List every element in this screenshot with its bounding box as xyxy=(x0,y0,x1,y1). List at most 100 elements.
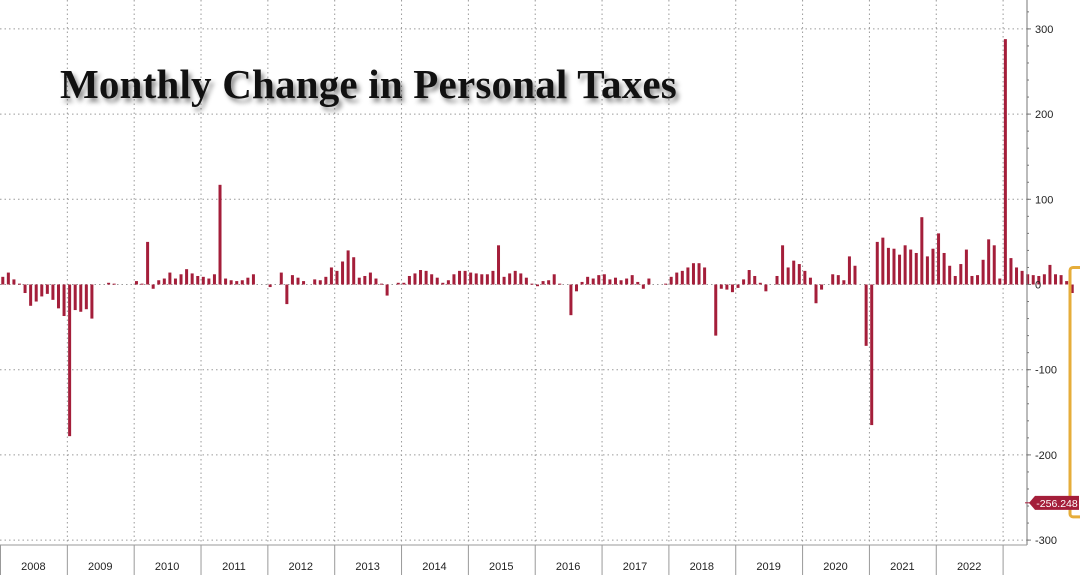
bar xyxy=(190,273,194,285)
bar xyxy=(469,272,473,285)
bar xyxy=(107,282,111,285)
bar xyxy=(970,275,974,285)
bar xyxy=(508,273,512,285)
bar xyxy=(480,274,484,285)
bar xyxy=(179,274,183,285)
bar xyxy=(474,273,478,285)
bar xyxy=(157,280,161,285)
bar xyxy=(853,265,857,285)
bar xyxy=(23,284,27,294)
y-tick-label: -300 xyxy=(1035,535,1057,547)
bar xyxy=(485,274,489,285)
bar xyxy=(870,284,874,426)
bar-series xyxy=(1,39,1074,437)
bar xyxy=(45,284,49,294)
bar xyxy=(697,263,701,285)
bar xyxy=(742,279,746,285)
bar xyxy=(524,277,528,285)
bar xyxy=(207,278,211,285)
last-value-label: -256.248 xyxy=(1036,498,1078,510)
bar xyxy=(62,284,66,317)
bar xyxy=(641,284,645,289)
bar xyxy=(725,284,729,290)
bar xyxy=(691,263,695,285)
bar xyxy=(335,270,339,285)
y-tick-label: 200 xyxy=(1035,109,1053,121)
x-tick-label: 2012 xyxy=(289,561,313,573)
bar xyxy=(964,249,968,285)
bar xyxy=(892,248,896,285)
bar xyxy=(40,284,44,297)
bar xyxy=(302,281,306,285)
bar xyxy=(547,280,551,285)
bar xyxy=(240,280,244,285)
bar xyxy=(363,275,367,285)
bar xyxy=(987,239,991,285)
bar xyxy=(803,270,807,285)
bar xyxy=(608,279,612,285)
bar xyxy=(134,281,138,285)
bar xyxy=(552,274,556,285)
bar xyxy=(352,257,356,285)
bar xyxy=(541,281,545,285)
bar xyxy=(925,256,929,285)
x-tick-label: 2010 xyxy=(155,561,179,573)
bar xyxy=(914,252,918,285)
bar xyxy=(675,272,679,285)
bar xyxy=(407,275,411,285)
bar xyxy=(1009,258,1013,285)
x-tick-label: 2019 xyxy=(756,561,780,573)
bar xyxy=(196,275,200,285)
bar xyxy=(753,275,757,285)
x-tick-label: 2014 xyxy=(422,561,446,573)
bar xyxy=(1031,275,1035,285)
bar xyxy=(1059,275,1063,285)
x-tick-label: 2016 xyxy=(556,561,580,573)
bar xyxy=(942,252,946,285)
bar xyxy=(1070,284,1074,294)
bar xyxy=(814,284,818,304)
bar xyxy=(229,280,233,285)
bar xyxy=(346,250,350,285)
bar xyxy=(948,265,952,285)
bar xyxy=(831,274,835,285)
bar xyxy=(497,245,501,285)
x-tick-label: 2018 xyxy=(690,561,714,573)
bar xyxy=(619,280,623,285)
bar xyxy=(909,249,913,285)
last-value-badge xyxy=(1029,495,1079,510)
bar xyxy=(329,267,333,285)
bar xyxy=(1037,275,1041,285)
bar xyxy=(686,267,690,285)
bar xyxy=(630,275,634,285)
bar xyxy=(808,277,812,285)
bar xyxy=(976,275,980,285)
bar xyxy=(90,284,94,319)
bar xyxy=(597,275,601,285)
bar xyxy=(875,241,879,285)
bar xyxy=(17,283,21,285)
bar xyxy=(313,279,317,285)
bar xyxy=(569,284,573,316)
bar xyxy=(636,281,640,285)
bar xyxy=(937,233,941,285)
y-tick-label: -100 xyxy=(1035,365,1057,377)
y-tick-label: 0 xyxy=(1035,280,1041,292)
bar xyxy=(719,284,723,289)
bar xyxy=(424,270,428,285)
bar xyxy=(380,283,384,285)
bar xyxy=(953,275,957,285)
x-tick-label: 2008 xyxy=(21,561,45,573)
bar xyxy=(268,284,272,288)
bar xyxy=(374,278,378,285)
bar xyxy=(324,276,328,285)
bar xyxy=(34,284,38,302)
bar xyxy=(173,278,177,285)
bar xyxy=(1065,281,1069,285)
bar xyxy=(1042,274,1046,285)
bar xyxy=(446,280,450,285)
bar xyxy=(519,273,523,285)
y-axis: 300 200 100 0 -100 -200 -300 xyxy=(1026,0,1057,547)
bar xyxy=(246,277,250,285)
